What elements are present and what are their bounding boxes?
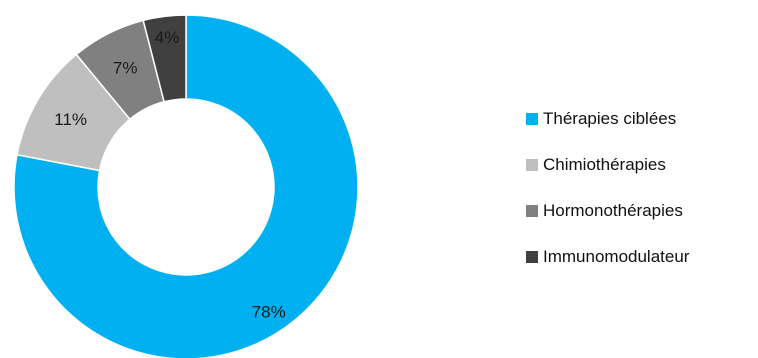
legend-label: Immunomodulateur [543,247,690,266]
slice-therapies-ciblees [13,14,359,358]
legend-label: Chimiothérapies [543,155,666,174]
legend-label: Thérapies ciblées [543,109,677,128]
chart-legend: Thérapies ciblées Chimiothérapies Hormonot… [526,107,689,269]
slice-label-hormonotherapies: 7% [113,59,138,78]
slice-label-immunomodulateur: 4% [155,28,180,47]
slice-label-therapies-ciblees: 78% [252,302,286,321]
legend-swatch [526,205,538,217]
slice-labels: 78% 11% 7% 4% [54,28,285,321]
legend-item-immunomodulateur: Immunomodulateur [526,245,689,269]
slice-label-chimiotherapies: 11% [54,110,87,129]
legend-item-hormonotherapies: Hormonothérapies [526,199,689,223]
legend-swatch [526,113,538,125]
legend-swatch [526,159,538,171]
slice-immunomodulateur [142,14,187,103]
legend-item-chimiotherapies: Chimiothérapies [526,153,689,177]
legend-swatch [526,251,538,263]
legend-item-therapies-ciblees: Thérapies ciblées [526,107,689,131]
legend-label: Hormonothérapies [543,201,683,220]
donut-slices [13,14,359,358]
